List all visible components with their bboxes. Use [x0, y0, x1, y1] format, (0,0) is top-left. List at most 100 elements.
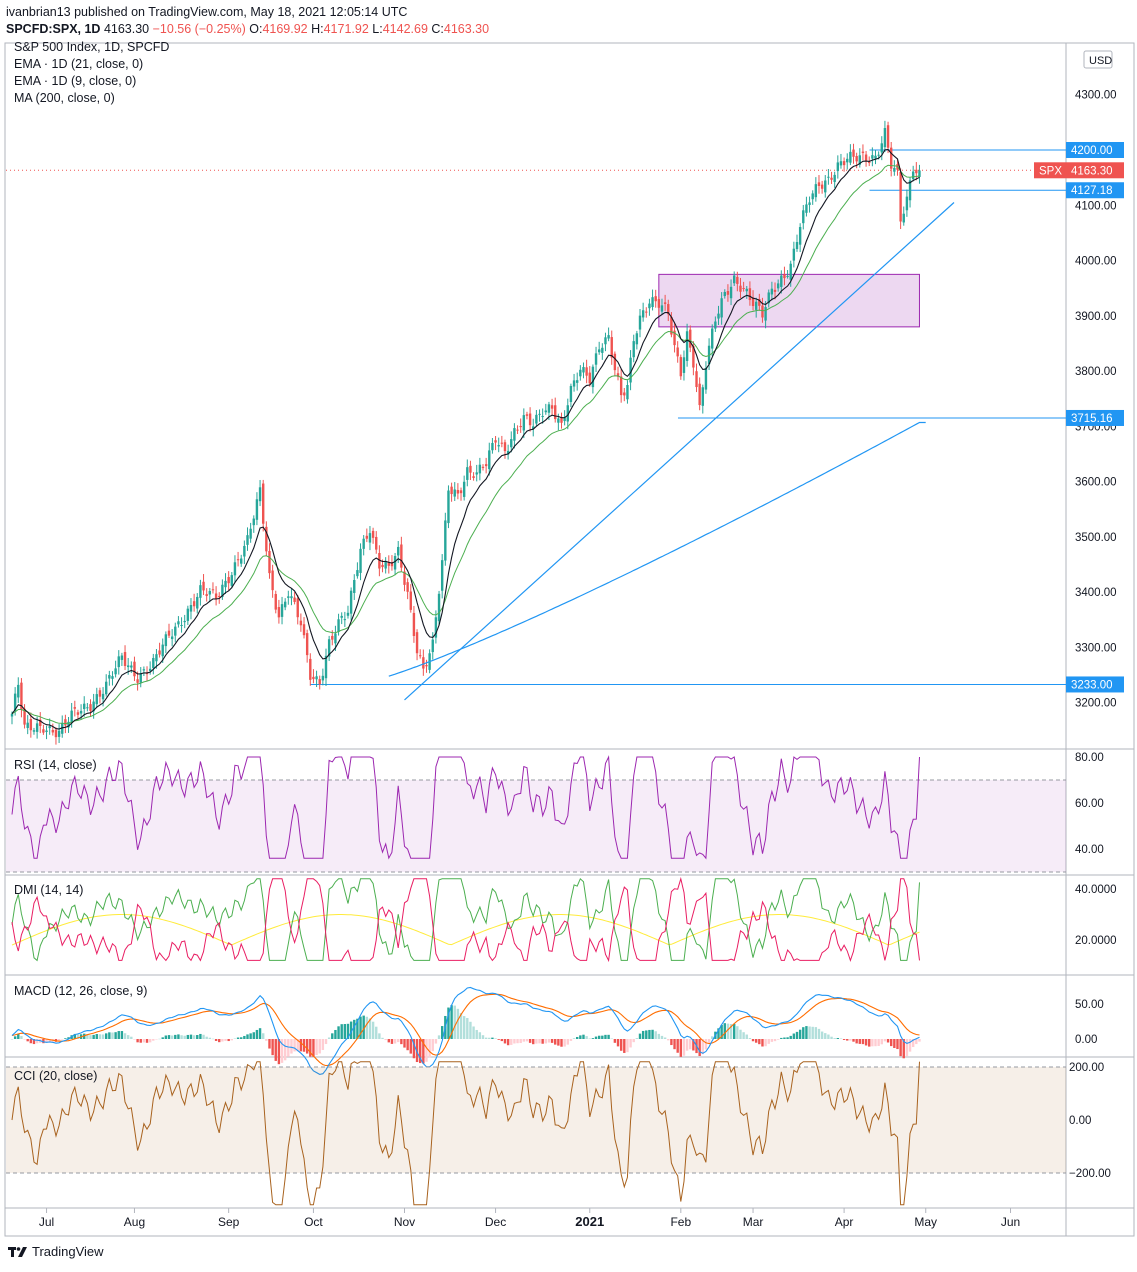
macd-histogram-bar — [720, 1024, 723, 1039]
candle-body — [736, 276, 739, 284]
time-tick-label: Feb — [670, 1215, 691, 1229]
macd-histogram-bar — [61, 1039, 64, 1040]
candle-body — [133, 661, 136, 677]
macd-histogram-bar — [64, 1038, 67, 1039]
candle-body — [918, 170, 921, 177]
macd-histogram-bar — [827, 1034, 830, 1039]
candle-body — [689, 329, 692, 348]
price-tick-label: 3200.00 — [1075, 698, 1117, 710]
candle-body — [544, 410, 547, 413]
candle-body — [403, 571, 406, 585]
candle-body — [563, 417, 566, 422]
macd-histogram-bar — [915, 1039, 918, 1045]
macd-histogram-bar — [243, 1035, 246, 1039]
candle-body — [431, 639, 434, 653]
candle-body — [478, 464, 482, 474]
macd-histogram-bar — [211, 1038, 215, 1040]
candle-body — [152, 657, 155, 669]
candle-body — [89, 704, 92, 711]
macd-histogram-bar — [20, 1036, 23, 1039]
macd-histogram-bar — [349, 1021, 353, 1039]
candle-body — [576, 380, 579, 383]
cci-tick-label: −200.00 — [1069, 1168, 1111, 1180]
macd-histogram-bar — [346, 1023, 350, 1039]
candle-body — [494, 440, 497, 443]
legend-title: S&P 500 Index, 1D, SPCFD — [14, 40, 170, 54]
macd-histogram-bar — [576, 1036, 579, 1039]
candle-body — [739, 285, 742, 292]
candle-body — [334, 633, 337, 644]
macd-histogram-bar — [123, 1033, 127, 1039]
macd-histogram-bar — [604, 1034, 607, 1039]
candle-body — [227, 577, 230, 584]
candle-body — [858, 155, 861, 165]
macd-histogram-bar — [334, 1029, 337, 1039]
macd-histogram-bar — [164, 1035, 168, 1039]
candle-body — [723, 291, 726, 297]
candle-body — [51, 730, 55, 733]
candle-body — [92, 701, 95, 712]
high-value: 4171.92 — [323, 22, 369, 36]
macd-histogram-bar — [729, 1023, 733, 1039]
candle-body — [525, 414, 529, 416]
macd-histogram-bar — [836, 1038, 840, 1039]
candle-body — [101, 693, 105, 700]
candle-body — [412, 612, 416, 636]
consolidation-box — [658, 273, 920, 328]
price-tick-label: 3400.00 — [1075, 587, 1117, 599]
candle-body — [905, 196, 909, 211]
candle-body — [126, 665, 130, 668]
macd-histogram-bar — [698, 1039, 701, 1057]
macd-histogram-bar — [918, 1039, 921, 1042]
macd-histogram-bar — [280, 1039, 284, 1063]
candle-body — [315, 676, 318, 680]
price-tick-label: 4000.00 — [1075, 256, 1117, 268]
candle-body — [846, 158, 849, 163]
candle-body — [381, 564, 384, 568]
macd-histogram-bar — [252, 1032, 255, 1039]
macd-histogram-bar — [95, 1034, 98, 1039]
macd-histogram-bar — [296, 1039, 299, 1052]
macd-histogram-bar — [105, 1033, 108, 1039]
macd-histogram-bar — [704, 1039, 708, 1050]
macd-histogram-bar — [626, 1039, 629, 1053]
macd-histogram-bar — [629, 1039, 632, 1048]
macd-histogram-bar — [13, 1036, 17, 1039]
candle-body — [29, 719, 33, 731]
macd-histogram-bar — [337, 1026, 340, 1039]
macd-histogram-bar — [557, 1039, 560, 1046]
candle-body — [695, 371, 698, 388]
candle-body — [57, 730, 61, 737]
macd-histogram-bar — [86, 1034, 89, 1039]
macd-histogram-bar — [858, 1039, 861, 1044]
price-value: 4163.30 — [103, 22, 150, 36]
candle-body — [613, 353, 617, 371]
macd-histogram-bar — [491, 1037, 494, 1039]
candle-body — [114, 668, 117, 675]
tradingview-logo[interactable]: TradingView — [8, 1244, 104, 1259]
candle-body — [287, 596, 290, 598]
candle-body — [318, 679, 321, 685]
candle-body — [601, 347, 604, 353]
level-tag-label: 3715.16 — [1071, 413, 1113, 425]
macd-histogram-bar — [230, 1039, 233, 1041]
macd-histogram-bar — [560, 1039, 563, 1047]
macd-histogram-bar — [186, 1034, 190, 1039]
macd-histogram-bar — [497, 1039, 500, 1040]
candle-body — [729, 286, 733, 299]
macd-tick-label: 0.00 — [1075, 1034, 1097, 1046]
macd-histogram-bar — [249, 1033, 252, 1039]
candle-body — [528, 413, 532, 426]
candle-body — [679, 357, 683, 377]
candle-body — [230, 575, 233, 586]
cci-tick-label: 200.00 — [1069, 1062, 1104, 1074]
level-tag-label: 4127.18 — [1071, 185, 1113, 197]
macd-histogram-bar — [786, 1037, 789, 1039]
macd-histogram-bar — [170, 1035, 174, 1039]
macd-histogram-bar — [582, 1034, 585, 1039]
macd-histogram-bar — [32, 1039, 36, 1045]
candle-body — [629, 357, 632, 383]
candle-body — [368, 533, 372, 543]
macd-histogram-bar — [585, 1036, 588, 1039]
macd-histogram-bar — [776, 1039, 780, 1040]
